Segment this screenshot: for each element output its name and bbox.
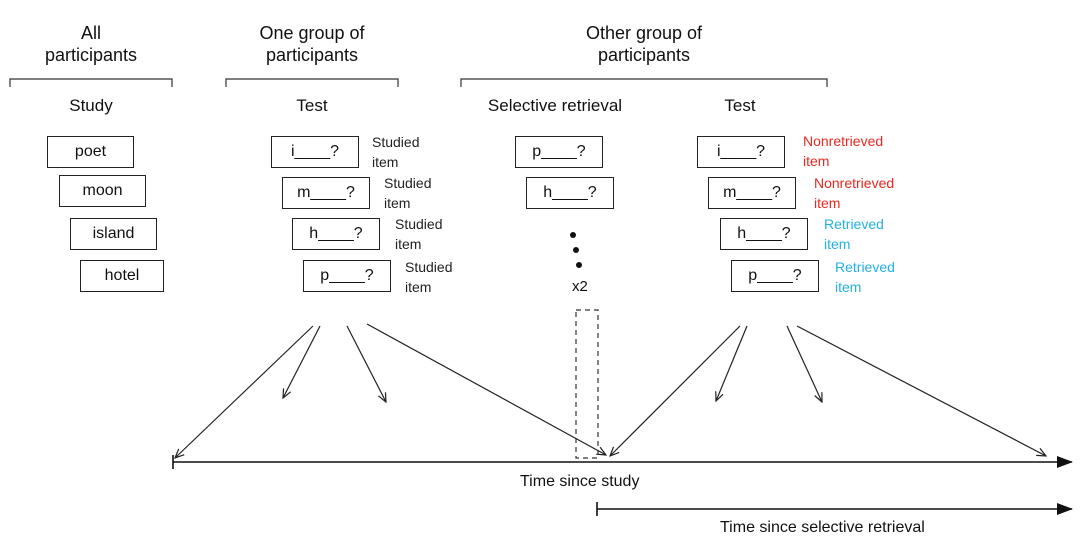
nonretrieved-note: Nonretrieved item (814, 175, 895, 211)
study-item: island (70, 218, 157, 250)
header-one-group: One group of participants (259, 23, 365, 65)
arrow (610, 325, 741, 456)
test-cue: p____? (731, 260, 819, 292)
column-study: Study (69, 96, 113, 115)
arrow (716, 325, 748, 401)
test-cue: m____? (282, 177, 370, 209)
test-note: Studied item (405, 259, 453, 295)
retrieved-note: Retrieved item (835, 259, 895, 295)
test-note: Studied item (372, 134, 420, 170)
test-cue: m____? (708, 177, 796, 209)
arrow (346, 325, 386, 402)
arrow (366, 323, 606, 455)
arrow (283, 325, 321, 398)
repeat-label: x2 (572, 278, 588, 295)
bracket-one (225, 78, 399, 87)
column-test-1: Test (296, 96, 328, 115)
test-cue: p____? (303, 260, 391, 292)
study-item: moon (59, 175, 146, 207)
ellipsis-dot (573, 247, 579, 253)
test-cue: h____? (720, 218, 808, 250)
column-selective-retrieval: Selective retrieval (487, 96, 623, 115)
test-cue: h____? (292, 218, 380, 250)
retrieved-note: Retrieved item (824, 216, 884, 252)
selective-cue: p____? (515, 136, 603, 168)
ellipsis-dot (570, 232, 576, 238)
arrow (175, 325, 314, 458)
header-all-participants: All participants (44, 23, 138, 65)
test-note: Studied item (384, 175, 432, 211)
bracket-other (460, 78, 828, 87)
study-item: hotel (80, 260, 164, 292)
test-cue: i____? (697, 136, 785, 168)
ellipsis-dot (576, 262, 582, 268)
selective-retrieval-window (575, 309, 599, 459)
axis-label-time-since-study: Time since study (520, 473, 640, 490)
nonretrieved-note: Nonretrieved item (803, 133, 884, 169)
selective-cue: h____? (526, 177, 614, 209)
axis-label-time-since-selective-retrieval: Time since selective retrieval (720, 519, 925, 536)
arrow (796, 325, 1046, 456)
study-item: poet (47, 136, 134, 168)
column-test-2: Test (724, 96, 756, 115)
arrow (786, 325, 822, 402)
test-cue: i____? (271, 136, 359, 168)
header-other-group: Other group of participants (585, 23, 703, 65)
bracket-all (9, 78, 173, 87)
test-note: Studied item (395, 216, 443, 252)
